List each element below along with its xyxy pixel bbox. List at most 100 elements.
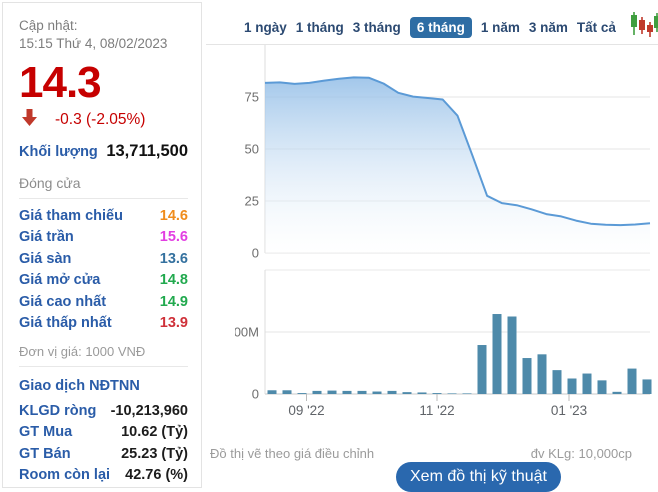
volume-bar: [267, 390, 277, 394]
price-change-row: -0.3 (-2.05%): [19, 109, 188, 131]
price-stat-row: Giá thấp nhất 13.9: [19, 313, 188, 335]
volume-unit-note: đv KLg: 10,000cp: [530, 446, 632, 461]
volume-xtick: 01 '23: [551, 403, 587, 418]
price-stat-row: Giá trần 15.6: [19, 227, 188, 249]
update-label: Cập nhật:: [19, 18, 78, 33]
price-ytick: 50: [245, 142, 259, 157]
range-tab-5[interactable]: 3 năm: [528, 19, 568, 35]
volume-ytick: 0: [252, 387, 259, 402]
foreign-stat-row-value: 25.23 (Tỷ): [121, 445, 188, 462]
price-unit-note: Đơn vị giá: 1000 VNĐ: [19, 344, 146, 359]
foreign-stats-table: KLGD ròng -10,213,960 GT Mua 10.62 (Tỷ) GT B…: [19, 400, 188, 486]
price-chart[interactable]: 0 25 50 75: [235, 42, 658, 263]
volume-bar: [597, 380, 607, 394]
chart-top-border: [206, 44, 658, 45]
volume-bar: [297, 393, 307, 394]
price-stat-row-label: Giá thấp nhất: [19, 315, 112, 332]
price-stat-row-value: 15.6: [159, 229, 188, 246]
volume-bar: [537, 354, 547, 394]
volume-bar: [417, 392, 427, 394]
volume-bar: [312, 390, 322, 394]
volume-row: Khối lượng 13,711,500: [19, 142, 188, 161]
update-time: 15:15 Thứ 4, 08/02/2023: [19, 36, 168, 51]
price-ytick: 25: [245, 194, 259, 209]
price-stats-table: Giá tham chiếu 14.6 Giá trần 15.6 Giá sàn 13.…: [19, 205, 188, 334]
volume-bar: [642, 379, 652, 394]
last-price: 14.3: [19, 58, 102, 107]
price-stat-row-value: 14.6: [159, 207, 188, 224]
divider: [19, 366, 188, 367]
volume-bar: [327, 390, 337, 394]
foreign-stat-row-label: KLGD ròng: [19, 402, 97, 419]
foreign-trading-title: Giao dịch NĐTNN: [19, 378, 140, 394]
foreign-stat-row: GT Mua 10.62 (Tỷ): [19, 422, 188, 444]
price-stat-row-value: 14.9: [159, 293, 188, 310]
volume-bar: [462, 393, 472, 394]
volume-label: Khối lượng: [19, 144, 98, 160]
volume-bar: [522, 358, 532, 394]
volume-bar: [387, 390, 397, 394]
close-label: Đóng cửa: [19, 175, 81, 191]
foreign-stat-row-value: 42.76 (%): [125, 467, 188, 484]
volume-xtick: 11 '22: [419, 403, 454, 418]
price-stat-row-label: Giá mở cửa: [19, 272, 101, 289]
volume-xtick: 09 '22: [288, 403, 324, 418]
foreign-stat-row-label: Room còn lại: [19, 467, 111, 484]
volume-bar: [342, 390, 352, 394]
volume-bar: [612, 391, 622, 394]
volume-ytick: 200M: [235, 325, 259, 340]
volume-bar: [477, 345, 487, 394]
price-stat-row: Giá tham chiếu 14.6: [19, 205, 188, 227]
volume-bar: [507, 316, 517, 394]
volume-bar: [627, 368, 637, 394]
volume-value: 13,711,500: [106, 142, 188, 160]
volume-chart[interactable]: 0 200M 09 '22 11 '22 01 '23: [235, 263, 658, 420]
price-stat-row-value: 13.6: [159, 250, 188, 267]
volume-bar: [402, 392, 412, 394]
volume-bar: [582, 373, 592, 394]
volume-bar: [447, 393, 457, 394]
volume-bar: [372, 391, 382, 394]
volume-bar: [432, 393, 442, 394]
price-line: [264, 76, 651, 227]
price-stat-row: Giá sàn 13.6: [19, 248, 188, 270]
range-tab-1[interactable]: 1 tháng: [295, 19, 344, 35]
price-down-arrow-icon: [22, 109, 37, 131]
price-stat-row-value: 14.8: [159, 272, 188, 289]
price-change: -0.3 (-2.05%): [55, 111, 146, 128]
price-stat-row-label: Giá tham chiếu: [19, 207, 123, 224]
price-stat-row-label: Giá trần: [19, 229, 74, 246]
volume-bar: [282, 390, 292, 394]
range-tab-2[interactable]: 3 tháng: [352, 19, 401, 35]
range-tab-6[interactable]: Tất cả: [576, 19, 616, 35]
foreign-stat-row-value: 10.62 (Tỷ): [121, 424, 188, 441]
divider: [19, 198, 188, 199]
adjusted-price-note: Đồ thị vẽ theo giá điều chỉnh: [210, 446, 375, 461]
price-ytick: 0: [252, 246, 259, 261]
technical-chart-button[interactable]: Xem đồ thị kỹ thuật: [396, 462, 561, 492]
price-stat-row-label: Giá cao nhất: [19, 293, 107, 310]
foreign-stat-row-value: -10,213,960: [110, 402, 188, 419]
range-tab-4[interactable]: 1 năm: [480, 19, 520, 35]
volume-bar: [357, 390, 367, 394]
range-tab-3[interactable]: 6 tháng: [409, 16, 472, 38]
foreign-stat-row: KLGD ròng -10,213,960: [19, 400, 188, 422]
range-tab-0[interactable]: 1 ngày: [244, 19, 287, 35]
price-stat-row: Giá mở cửa 14.8: [19, 270, 188, 292]
price-stat-row-label: Giá sàn: [19, 250, 72, 267]
price-stat-row: Giá cao nhất 14.9: [19, 291, 188, 313]
volume-bar: [552, 370, 562, 394]
volume-bar: [567, 378, 577, 394]
foreign-stat-row: Room còn lại 42.76 (%): [19, 465, 188, 487]
foreign-stat-row-label: GT Bán: [19, 445, 71, 462]
candlestick-chart-icon[interactable]: [630, 11, 658, 43]
price-ytick: 75: [245, 90, 259, 105]
price-area-fill: [265, 77, 650, 254]
foreign-stat-row: GT Bán 25.23 (Tỷ): [19, 443, 188, 465]
range-tabs: 1 ngày 1 tháng 3 tháng 6 tháng 1 năm 3 năm Tất…: [244, 11, 658, 43]
price-stat-row-value: 13.9: [159, 315, 188, 332]
volume-bar: [492, 314, 502, 394]
update-info: Cập nhật: 15:15 Thứ 4, 08/02/2023: [19, 17, 188, 53]
stock-info-panel: Cập nhật: 15:15 Thứ 4, 08/02/2023 14.3 -…: [2, 2, 202, 488]
